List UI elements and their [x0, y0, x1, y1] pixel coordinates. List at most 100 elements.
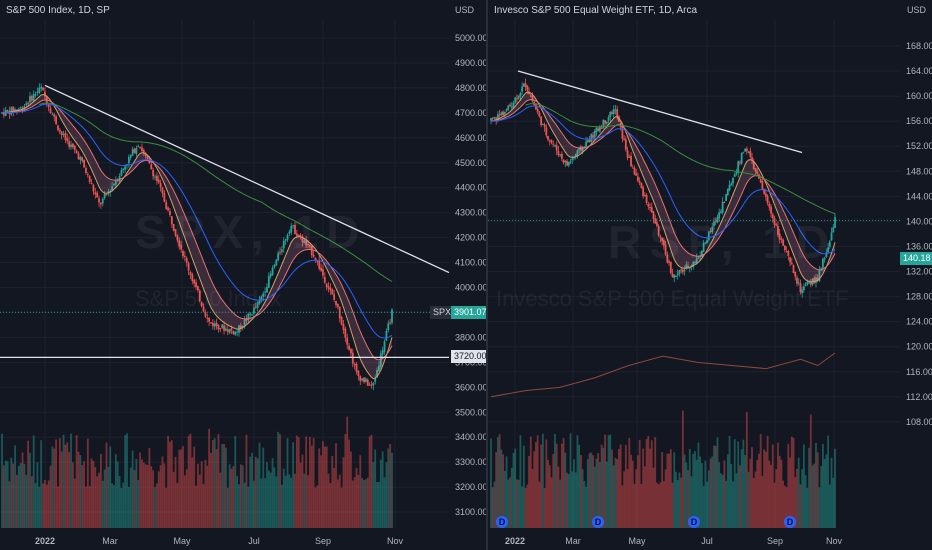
- candle-body: [645, 194, 648, 203]
- volume-bar: [88, 486, 91, 528]
- price-axis-label: 4300.00: [455, 208, 486, 218]
- rsp-chart-title: Invesco S&P 500 Equal Weight ETF, 1D, Ar…: [494, 5, 698, 16]
- candle-body: [574, 154, 577, 158]
- volume-bar: [157, 471, 160, 528]
- pane-divider[interactable]: [486, 0, 488, 550]
- volume-bar: [223, 443, 225, 528]
- volume-bar: [811, 465, 814, 528]
- volume-bar: [359, 455, 362, 528]
- volume-bar: [510, 467, 513, 528]
- volume-bar: [659, 482, 662, 528]
- price-axis-label: 168.00: [906, 41, 932, 51]
- candle-body: [564, 161, 567, 163]
- volume-bar: [792, 437, 795, 528]
- candle-body: [541, 123, 544, 125]
- candle-body: [616, 109, 619, 117]
- candle-body: [623, 138, 626, 141]
- rsp-chart-canvas[interactable]: 168.00 164.00 160.00 156.00 152.00 148.00 144.…: [488, 0, 932, 550]
- volume-bar: [351, 480, 354, 528]
- volume-bar: [30, 476, 33, 528]
- candle-body: [637, 176, 639, 181]
- candle-body: [566, 161, 568, 166]
- candle-body: [695, 258, 698, 264]
- candle-body: [44, 91, 46, 97]
- candle-body: [323, 276, 326, 283]
- price-axis-label: 3600.00: [455, 382, 486, 392]
- volume-bar: [193, 446, 196, 528]
- volume-bar: [348, 439, 350, 528]
- candle-body: [312, 254, 315, 257]
- candle-body: [626, 150, 629, 158]
- volume-bar: [170, 440, 173, 528]
- volume-bar: [275, 476, 278, 528]
- candle-body: [25, 103, 28, 106]
- candle-body: [325, 283, 328, 287]
- candle-body: [692, 261, 695, 267]
- candle-body: [161, 187, 164, 194]
- price-axis-label: 140.00: [906, 216, 932, 226]
- candle-body: [355, 363, 358, 372]
- price-axis-label: 144.00: [906, 191, 932, 201]
- price-axis-label: 116.00: [906, 367, 932, 377]
- time-axis-label: Sep: [767, 536, 783, 546]
- volume-bar: [32, 435, 35, 528]
- dividend-event-marker[interactable]: D: [592, 516, 604, 528]
- candle-body: [643, 194, 646, 197]
- volume-bar: [57, 486, 59, 528]
- ema-slow-line: [490, 99, 836, 271]
- candle-body: [236, 331, 239, 333]
- candle-body: [197, 286, 199, 291]
- dividend-event-marker[interactable]: D: [784, 516, 796, 528]
- price-axis-label: 128.00: [906, 292, 932, 302]
- volume-bar: [295, 435, 298, 528]
- dividend-event-marker[interactable]: D: [496, 516, 508, 528]
- price-axis-label: 3100.00: [455, 507, 486, 517]
- candle-body: [512, 102, 515, 108]
- candle-body: [754, 168, 757, 172]
- candle-body: [675, 276, 677, 278]
- volume-bar: [612, 465, 615, 528]
- candle-body: [308, 244, 311, 247]
- volume-bar: [105, 442, 108, 528]
- volume-bar: [269, 472, 272, 528]
- time-axis-label: Mar: [565, 536, 581, 546]
- candle-body: [225, 328, 227, 331]
- candle-body: [243, 319, 246, 326]
- candle-body: [174, 229, 177, 236]
- candle-body: [169, 211, 171, 215]
- volume-bar: [139, 452, 141, 528]
- candle-body: [745, 148, 748, 152]
- dividend-event-marker[interactable]: D: [688, 516, 700, 528]
- spx-chart-pane[interactable]: 5000.00 4900.00 4800.00 4700.00 4600.00 4500.…: [0, 0, 486, 550]
- candle-body: [64, 132, 67, 140]
- candle-body: [279, 252, 281, 254]
- spx-chart-canvas[interactable]: 5000.00 4900.00 4800.00 4700.00 4600.00 4500.…: [0, 0, 486, 550]
- volume-bar: [210, 452, 212, 528]
- volume-bar: [583, 481, 586, 528]
- volume-bar: [491, 487, 494, 528]
- candle-body: [299, 234, 302, 236]
- volume-bar: [498, 434, 501, 528]
- volume-bar: [307, 475, 309, 528]
- volume-bar: [687, 470, 689, 528]
- volume-bar: [312, 438, 315, 528]
- candle-body: [813, 277, 816, 283]
- candle-body: [600, 127, 603, 129]
- rsp-chart-pane[interactable]: 168.00 164.00 160.00 156.00 152.00 148.00 144.…: [488, 0, 932, 550]
- volume-bar: [101, 480, 104, 528]
- candle-body: [576, 150, 579, 156]
- volume-bar: [83, 461, 86, 528]
- volume-bar: [628, 437, 631, 528]
- spx-horizontal-line-price-tag[interactable]: 3720.00: [451, 350, 486, 363]
- candle-body: [778, 233, 781, 240]
- candle-body: [683, 270, 686, 272]
- volume-bar: [232, 466, 235, 528]
- volume-bar: [90, 458, 93, 528]
- candle-body: [51, 114, 54, 116]
- candle-body: [27, 102, 30, 104]
- candle-body: [142, 150, 145, 153]
- price-axis-label: 4400.00: [455, 183, 486, 193]
- candle-body: [40, 86, 43, 89]
- candle-body: [105, 193, 108, 195]
- volume-bar: [711, 456, 714, 528]
